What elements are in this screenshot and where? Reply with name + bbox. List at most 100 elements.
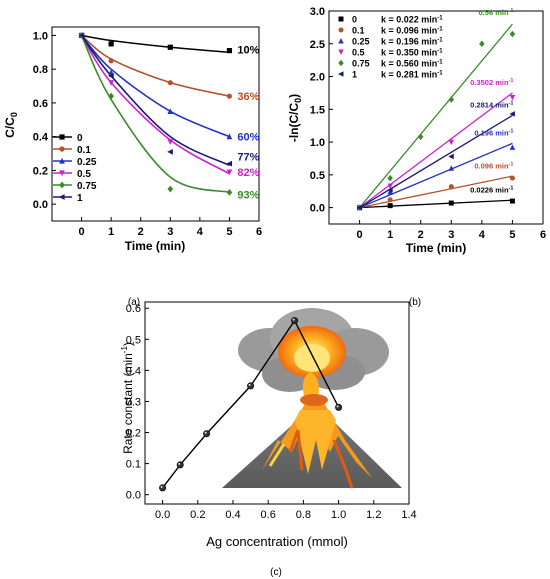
point-1 [448,153,454,160]
point-0.1 [387,197,393,203]
end-label-0.75: 93% [237,189,259,201]
a-legend: 00.10.250.50.751 [53,133,97,204]
fit-line-0 [81,34,230,54]
point-0 [108,41,114,47]
fit-line-0.75 [80,35,230,194]
point-1 [356,204,363,211]
point-0 [167,44,173,50]
point-0.75 [387,174,393,182]
panel-b: 0 1 2 3 4 5 60.00.51.01.52.02.53.0 Time (min) … [287,6,546,308]
superscript: -1 [437,60,443,66]
x-tick-label: 2 [418,229,424,241]
point-0.75 [417,133,424,141]
volcano-illustration [222,308,402,489]
rate-point-highlight-4 [292,318,295,321]
fit-line-1 [359,114,513,209]
point-0 [509,198,515,204]
legend-label-0.1: 0.1 [352,26,365,36]
rate-line [162,319,340,489]
b-legend: 0 k = 0.022 min-1 0.1 k = 0.096 min-1 0.25 k … [338,15,443,80]
x-tick-label: 0.2 [190,509,205,521]
c-data-series [159,317,343,492]
end-label-0: 0.0226 min-1 [470,185,513,194]
a-y-axis-label: C/C0 [3,112,19,138]
x-tick-label: 0.8 [296,509,311,521]
point-1 [167,148,173,155]
legend-marker-0.25 [338,38,344,44]
rate-point-highlight-5 [336,405,339,408]
point-0.1 [509,175,515,181]
legend-marker-0.75 [59,181,65,189]
rate-point-1 [176,461,184,469]
c-x-axis-label: Ag concentration (mmol) [206,534,348,549]
superscript: -1 [509,185,514,191]
legend-marker-0.1 [338,27,344,33]
end-label-0.5: 0.3502 min-1 [470,78,513,87]
x-tick-label: 1.4 [401,509,416,521]
x-tick-label: 5 [509,229,515,241]
point-0.25 [509,144,516,150]
x-tick-label: 0.0 [155,509,170,521]
y-tick-label: 0.1 [126,459,141,471]
end-label-0.1: 0.096 min-1 [474,161,513,170]
panel-c: 0.0 0.2 0.4 0.6 0.8 1.0 1.2 1.4 0.0 0.1 0.2 0.3 0.4 0… [120,301,417,578]
legend-k-0.25: k = 0.196 min-1 [381,37,443,47]
panel-b-tag: (b) [409,297,421,308]
fit-line-0.75 [359,23,513,209]
point-0.75 [448,96,455,103]
superscript: -1 [509,101,514,107]
fit-line-0.5 [359,92,513,209]
b-data-points [356,30,516,211]
point-0.1 [167,80,173,86]
x-tick-label: 1 [387,229,393,241]
x-tick-label: 0 [79,226,85,238]
rate-point-highlight-1 [178,462,181,465]
b-fit-lines [359,23,513,209]
superscript: -1 [509,78,514,84]
x-tick-label: 4 [197,226,204,238]
point-0.5 [448,139,455,146]
point-0.75 [226,188,233,196]
y-tick-label: 0.6 [126,303,141,315]
point-0.5 [509,95,516,101]
legend-label-0: 0 [77,133,83,144]
point-0.25 [448,165,455,171]
legend-label-0.25: 0.25 [77,157,97,168]
point-0.75 [167,185,174,193]
legend-label-0.25: 0.25 [352,37,370,47]
superscript: -1 [437,71,443,77]
superscript: -1 [509,129,514,135]
point-0.1 [108,58,114,64]
c-axes: 0.0 0.2 0.4 0.6 0.8 1.0 1.2 1.4 0.0 0.1 0.2 0.3 0.4 0… [126,303,417,521]
x-tick-label: 5 [226,226,232,238]
legend-label-0: 0 [352,15,357,25]
a-axes: 0 1 2 3 4 5 6 0.0 0.2 0.4 0.6 0.8 1.0 [33,30,262,238]
superscript: -1 [437,38,443,44]
fit-line-0.25 [359,142,513,209]
superscript: -1 [437,49,443,55]
end-label-0.1: 36% [237,91,259,103]
x-tick-label: 1 [108,226,114,238]
legend-k-1: k = 0.281 min-1 [381,70,443,80]
x-tick-label: 0 [357,229,363,241]
end-label-1: 77% [237,152,259,164]
y-tick-label: 0.6 [33,98,48,110]
fit-line-1 [80,34,230,167]
point-0.1 [448,184,454,190]
y-tick-label: 0.0 [126,490,141,502]
x-tick-label: 6 [256,226,262,238]
b-y-axis-label: -ln(C/C0) [287,94,303,142]
point-0.25 [167,108,174,114]
legend-marker-0.75 [338,59,344,67]
legend-k-0.5: k = 0.350 min-1 [381,48,443,58]
a-end-labels: 10% 36% 60% 82% 93% 77% [237,45,259,202]
point-0 [226,48,233,54]
legend-label-0.75: 0.75 [352,59,370,69]
point-0.5 [226,169,233,176]
legend-k-0: k = 0.022 min-1 [381,15,443,25]
end-label-0: 10% [237,45,259,57]
fit-line-0.25 [80,34,230,138]
legend-label-0.5: 0.5 [352,48,365,58]
legend-label-0.5: 0.5 [77,169,91,180]
superscript: -1 [437,16,443,22]
